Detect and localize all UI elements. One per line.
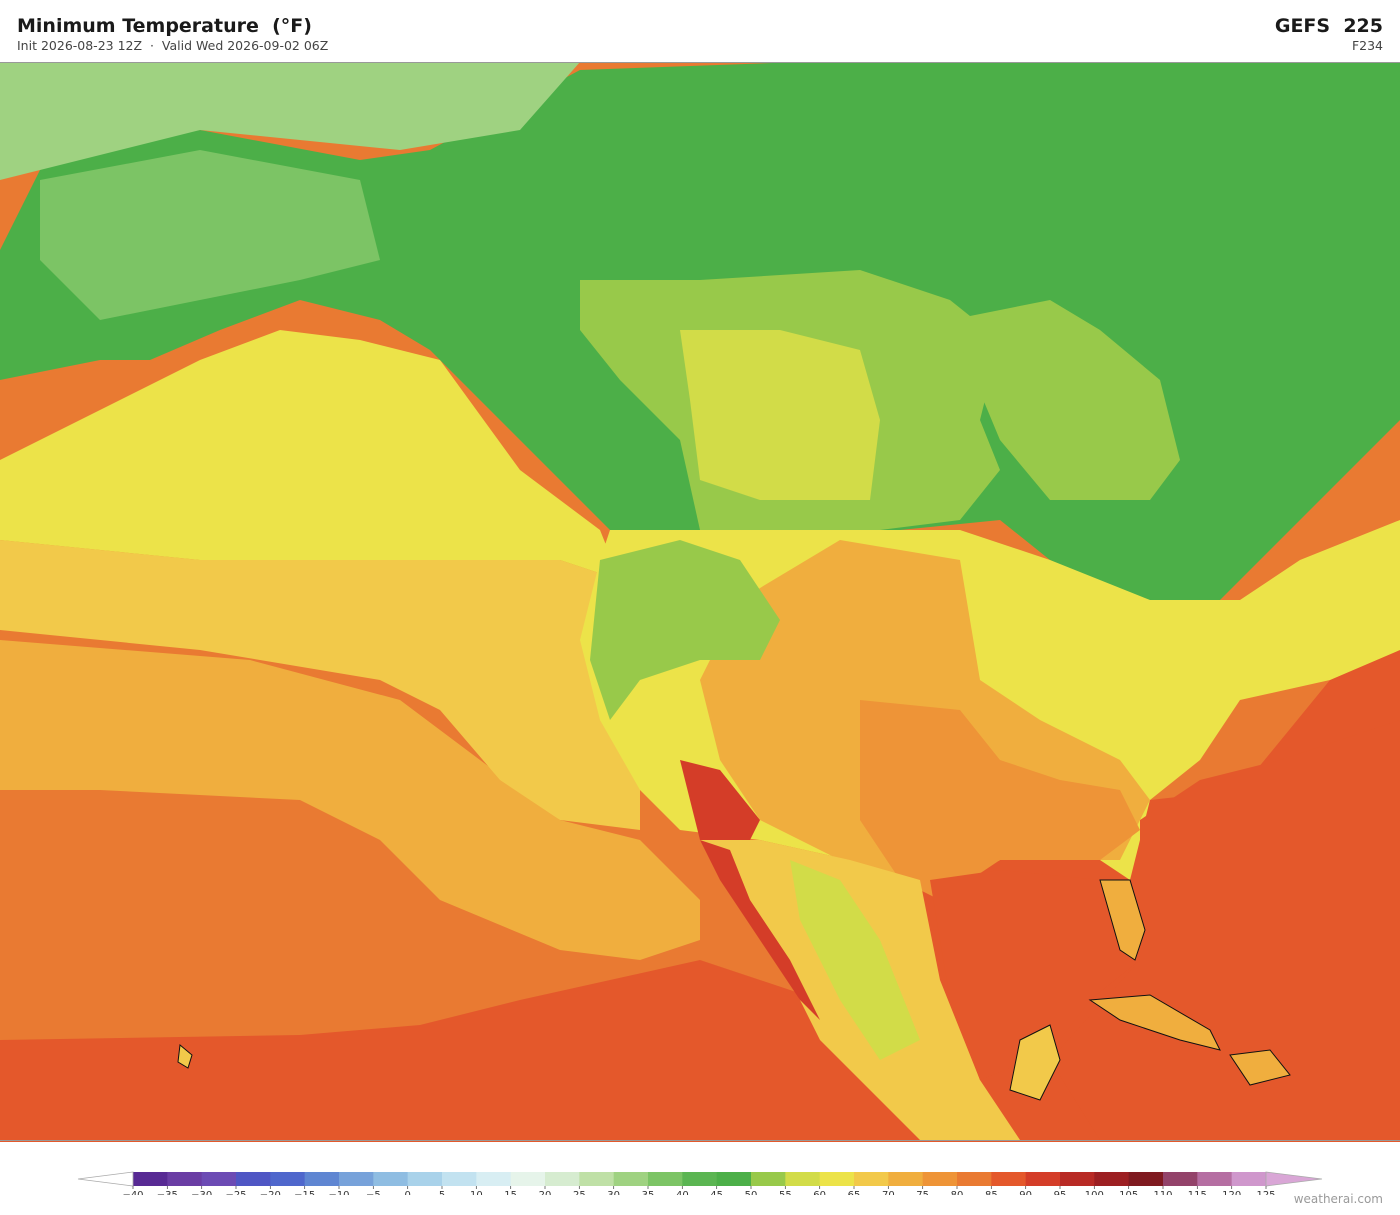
colorbar-swatch xyxy=(545,1172,580,1186)
colorbar-swatch xyxy=(854,1172,889,1186)
colorbar-tick-label: 75 xyxy=(916,1190,929,1195)
temp-zone xyxy=(0,540,640,830)
colorbar-swatch xyxy=(819,1172,855,1186)
colorbar-swatch xyxy=(133,1172,168,1186)
temp-zone xyxy=(680,330,880,500)
colorbar-swatch xyxy=(682,1172,718,1186)
colorbar-swatch xyxy=(888,1172,924,1186)
colorbar-tick-label: −30 xyxy=(191,1190,212,1195)
atlantic xyxy=(1050,720,1400,1140)
temp-zone xyxy=(40,150,380,320)
colorbar-swatch xyxy=(785,1172,821,1186)
colorbar-tick-label: 30 xyxy=(607,1190,620,1195)
colorbar-tick-label: 15 xyxy=(504,1190,517,1195)
colorbar-tick-label: 10 xyxy=(470,1190,483,1195)
colorbar-tick-label: −20 xyxy=(260,1190,281,1195)
colorbar-tick-label: 90 xyxy=(1019,1190,1032,1195)
colorbar-swatch xyxy=(442,1172,477,1186)
temp-zone xyxy=(950,300,1180,500)
colorbar-tick-label: 65 xyxy=(848,1190,861,1195)
colorbar-swatch xyxy=(579,1172,615,1186)
colorbar-tick-label: −25 xyxy=(225,1190,246,1195)
colorbar-tick-label: 85 xyxy=(985,1190,998,1195)
colorbar-swatch xyxy=(1231,1172,1267,1186)
colorbar-tick-label: 50 xyxy=(745,1190,758,1195)
colorbar-tick-label: −15 xyxy=(294,1190,315,1195)
colorbar-tick-label: 60 xyxy=(813,1190,826,1195)
colorbar-tick-label: 120 xyxy=(1222,1190,1241,1195)
colorbar-tick-label: 0 xyxy=(404,1190,410,1195)
colorbar-tick-label: −40 xyxy=(122,1190,143,1195)
colorbar-tick-label: 125 xyxy=(1256,1190,1275,1195)
hawaii xyxy=(177,1044,193,1069)
colorbar-tick-label: 115 xyxy=(1188,1190,1207,1195)
colorbar-swatch xyxy=(476,1172,512,1186)
colorbar-tick-label: 105 xyxy=(1119,1190,1138,1195)
temp-zone xyxy=(590,540,780,720)
colorbar-tick-label: 35 xyxy=(642,1190,655,1195)
map-subtitle: Init 2026-08-23 12Z · Valid Wed 2026-09-… xyxy=(17,38,329,53)
colorbar-tick-label: 5 xyxy=(439,1190,445,1195)
colorbar-swatch xyxy=(373,1172,409,1186)
temp-zone xyxy=(0,62,580,180)
colorbar-swatch xyxy=(270,1172,306,1186)
colorbar: −40 −35 −30 −25 −20 −15 −10 −5 0 5 10 15 20 25 30 35 40 4… xyxy=(77,1171,1323,1195)
colorbar-tick-label: 110 xyxy=(1153,1190,1172,1195)
cuba xyxy=(1088,994,1221,1051)
colorbar-under xyxy=(77,1171,134,1187)
temp-zone xyxy=(700,840,820,1020)
colorbar-swatch xyxy=(648,1172,683,1186)
colorbar-swatch xyxy=(1025,1172,1061,1186)
colorbar-swatch xyxy=(1060,1172,1095,1186)
colorbar-tick-label: 45 xyxy=(710,1190,723,1195)
colorbar-tick-label: 40 xyxy=(676,1190,689,1195)
colorbar-tick-label: 95 xyxy=(1054,1190,1067,1195)
colorbar-swatch xyxy=(407,1172,443,1186)
model-label: GEFS 225 xyxy=(1274,15,1383,37)
colorbar-swatch xyxy=(236,1172,271,1186)
colorbar-swatch xyxy=(991,1172,1027,1186)
colorbar-swatch xyxy=(751,1172,786,1186)
colorbar-tick-label: 100 xyxy=(1085,1190,1104,1195)
colorbar-tick-label: 20 xyxy=(539,1190,552,1195)
temp-zone xyxy=(860,700,1140,900)
colorbar-swatch xyxy=(1128,1172,1164,1186)
colorbar-swatch xyxy=(922,1172,958,1186)
temp-zone xyxy=(790,860,920,1060)
colorbar-swatch xyxy=(1094,1172,1130,1186)
colorbar-tick-label: 80 xyxy=(951,1190,964,1195)
forecast-hour: F234 xyxy=(1351,38,1383,53)
colorbar-swatch xyxy=(201,1172,237,1186)
colorbar-swatch xyxy=(304,1172,340,1186)
yucatan xyxy=(1009,1024,1061,1101)
colorbar-tick-label: 25 xyxy=(573,1190,586,1195)
florida xyxy=(1099,879,1146,961)
map xyxy=(0,62,1400,1142)
colorbar-tick-label: 55 xyxy=(779,1190,792,1195)
credit: weatherai.com xyxy=(1293,1192,1383,1206)
temp-zone xyxy=(0,640,700,960)
colorbar-swatch xyxy=(167,1172,203,1186)
colorbar-over xyxy=(1265,1171,1323,1187)
colorbar-tick-label: −10 xyxy=(328,1190,349,1195)
temp-zone xyxy=(680,760,760,860)
colorbar-tick-label: 70 xyxy=(882,1190,895,1195)
temp-zone xyxy=(0,330,620,580)
colorbar-swatch xyxy=(510,1172,546,1186)
colorbar-swatch xyxy=(1197,1172,1233,1186)
colorbar-swatch xyxy=(613,1172,649,1186)
colorbar-swatch xyxy=(339,1172,374,1186)
gulf-of-mexico xyxy=(930,870,1140,1080)
colorbar-swatch xyxy=(957,1172,992,1186)
hispaniola xyxy=(1229,1049,1291,1086)
colorbar-tick-label: −5 xyxy=(366,1190,381,1195)
colorbar-swatch xyxy=(1163,1172,1198,1186)
map-title: Minimum Temperature (°F) xyxy=(17,15,312,37)
colorbar-tick-label: −35 xyxy=(157,1190,178,1195)
colorbar-swatch xyxy=(716,1172,752,1186)
